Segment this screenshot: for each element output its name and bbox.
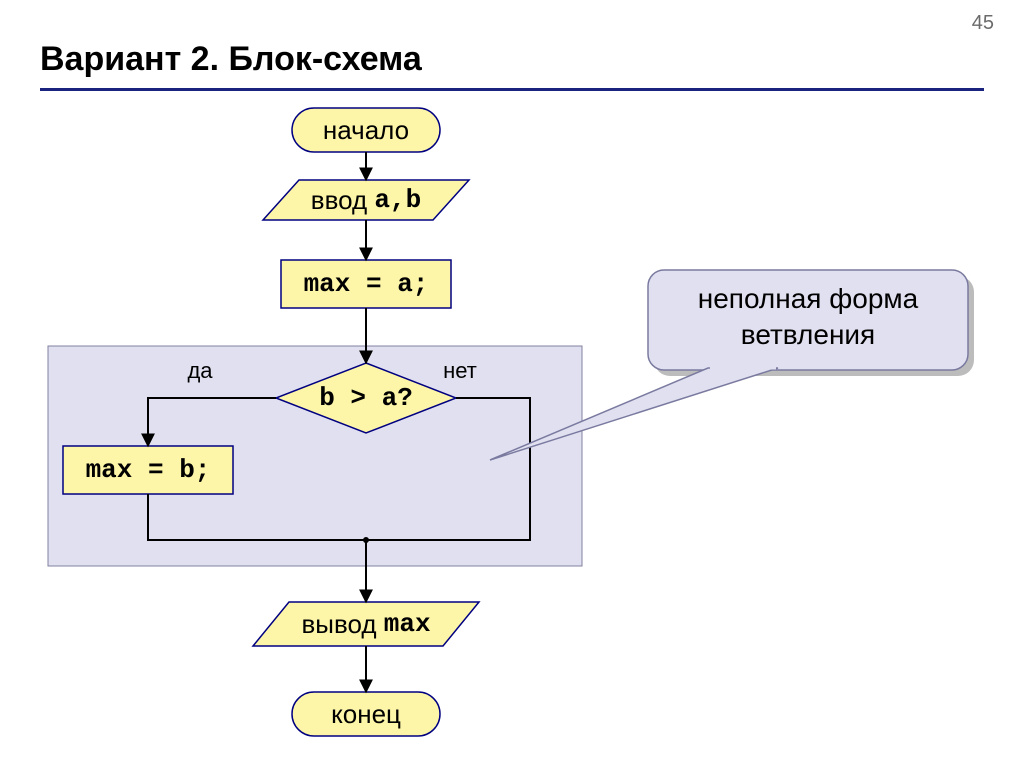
svg-text:max = a;: max = a;	[304, 269, 429, 299]
svg-text:начало: начало	[323, 115, 409, 145]
svg-text:конец: конец	[331, 699, 401, 729]
flowchart-svg: начало ввод a,b max = a; b > a? max = b; выво…	[0, 0, 1024, 767]
svg-text:да: да	[187, 358, 213, 383]
svg-text:ветвления: ветвления	[741, 319, 875, 350]
svg-text:max = b;: max = b;	[86, 455, 211, 485]
svg-text:нет: нет	[443, 358, 477, 383]
svg-text:ввод a,b: ввод a,b	[311, 185, 421, 215]
svg-text:b > a?: b > a?	[319, 383, 413, 413]
svg-text:неполная форма: неполная форма	[698, 283, 919, 314]
svg-text:вывод max: вывод max	[301, 609, 430, 639]
